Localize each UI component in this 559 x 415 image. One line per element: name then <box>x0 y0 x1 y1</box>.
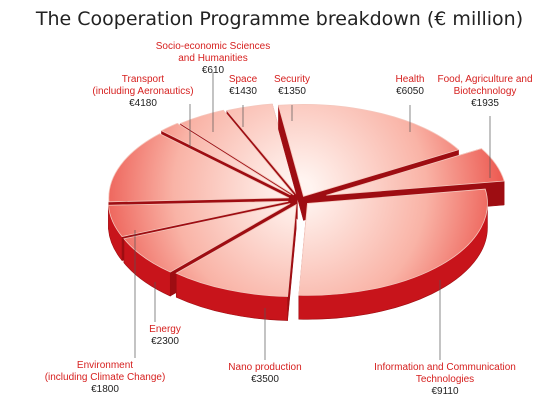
slice-top-face <box>179 109 295 196</box>
slice-label-value: €3500 <box>251 374 279 385</box>
slice-label-value: €1430 <box>229 86 257 97</box>
slice-label-name: (including Aeronautics) <box>92 86 193 97</box>
slice-label-name: Security <box>274 74 310 85</box>
slice-top-face <box>175 203 297 297</box>
slice-label-name: Health <box>396 74 425 85</box>
slice-label-name: Food, Agriculture and <box>437 74 532 85</box>
slice-label-value: €610 <box>202 65 225 76</box>
chart-title: The Cooperation Programme breakdown (€ m… <box>35 8 524 30</box>
slice-label-name: Energy <box>149 324 181 335</box>
slice-label-value: €2300 <box>151 336 179 347</box>
slice-label-name: (including Climate Change) <box>45 372 166 383</box>
slice-label-name: Space <box>229 74 258 85</box>
slice-label: Environment(including Climate Change)€18… <box>45 360 166 395</box>
slice-top-face <box>226 103 298 196</box>
slice-label: Transport(including Aeronautics)€4180 <box>92 74 193 109</box>
pie-slice <box>175 203 297 321</box>
slice-label-name: Technologies <box>416 374 474 385</box>
slice-label-value: €9110 <box>431 386 459 397</box>
slice-label-value: €1935 <box>471 98 499 109</box>
slice-label-name: Transport <box>122 74 165 85</box>
slice-top-face <box>108 133 289 203</box>
pie-slice <box>298 188 488 320</box>
slice-label-value: €4180 <box>129 98 157 109</box>
slice-label-name: and Humanities <box>178 53 247 64</box>
slice-label: Energy€2300 <box>149 324 181 347</box>
slice-label-name: Biotechnology <box>454 86 517 97</box>
slice-label: Space€1430 <box>229 74 258 97</box>
slice-label-name: Socio-economic Sciences <box>156 41 271 52</box>
slice-label-value: €1350 <box>278 86 306 97</box>
slice-top-face <box>277 104 460 197</box>
slice-top-face <box>326 148 505 196</box>
slice-label: Health€6050 <box>396 74 425 97</box>
slice-label-name: Information and Communication <box>374 362 516 373</box>
slice-top-face <box>298 188 488 296</box>
slice-label-name: Nano production <box>228 362 301 373</box>
slice-top-face <box>123 203 291 273</box>
slice-label: Security€1350 <box>274 74 310 97</box>
slice-label-value: €6050 <box>396 86 424 97</box>
slice-label: Nano production€3500 <box>228 362 301 385</box>
slice-top-face <box>108 200 289 238</box>
slice-label: Information and CommunicationTechnologie… <box>374 362 516 397</box>
slice-label-value: €1800 <box>91 384 119 395</box>
slice-top-face <box>160 122 291 196</box>
slice-label-name: Environment <box>77 360 133 371</box>
